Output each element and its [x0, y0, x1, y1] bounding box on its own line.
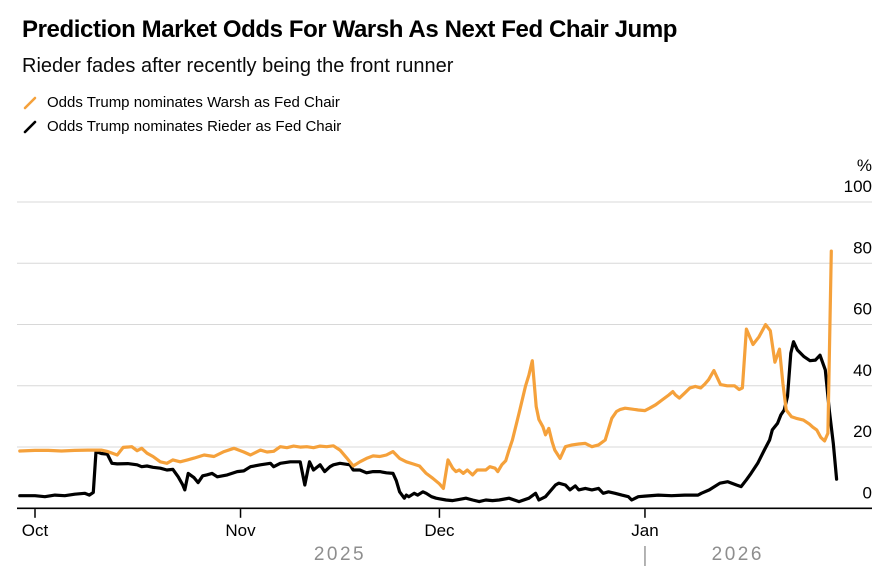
chart-header: Prediction Market Odds For Warsh As Next… — [22, 16, 877, 139]
legend-item-warsh: Odds Trump nominates Warsh as Fed Chair — [22, 91, 877, 115]
x-tick-label: Nov — [225, 521, 256, 540]
chart-title: Prediction Market Odds For Warsh As Next… — [22, 16, 678, 43]
y-tick-label: 60 — [853, 300, 872, 319]
y-tick-label: 100 — [844, 177, 872, 196]
legend-label-warsh: Odds Trump nominates Warsh as Fed Chair — [47, 94, 340, 112]
y-tick-label: 40 — [853, 361, 872, 380]
x-tick-label: Jan — [631, 521, 658, 540]
legend: Odds Trump nominates Warsh as Fed Chair … — [22, 91, 877, 139]
warsh-line-swatch-icon — [23, 96, 37, 109]
y-axis-unit-label: % — [857, 156, 872, 175]
y-tick-label: 80 — [853, 238, 872, 257]
rieder-line — [18, 340, 839, 504]
chart-subtitle: Rieder fades after recently being the fr… — [22, 54, 454, 77]
legend-item-rieder: Odds Trump nominates Rieder as Fed Chair — [22, 115, 877, 139]
year-label: 2026 — [712, 544, 764, 565]
x-tick-label: Oct — [22, 521, 49, 540]
year-label: 2025 — [314, 544, 366, 565]
legend-label-rieder: Odds Trump nominates Rieder as Fed Chair — [47, 118, 342, 136]
rieder-line-swatch-icon — [23, 120, 37, 133]
y-tick-label: 20 — [853, 422, 872, 441]
warsh-line — [18, 249, 833, 490]
x-tick-label: Dec — [424, 521, 455, 540]
y-tick-label: 0 — [863, 483, 872, 502]
